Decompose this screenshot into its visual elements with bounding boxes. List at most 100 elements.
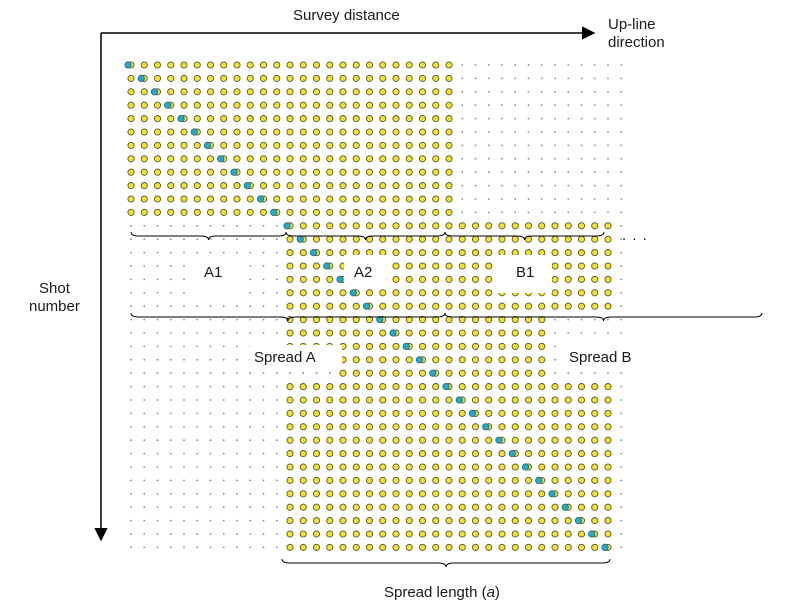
receiver-station-marker <box>418 342 427 350</box>
grid-point <box>130 372 132 375</box>
receiver-station-marker <box>471 423 480 431</box>
grid-point <box>607 64 609 66</box>
receiver-station-marker <box>524 222 533 230</box>
receiver-station-marker <box>458 302 466 310</box>
receiver-station-marker <box>471 356 480 364</box>
receiver-station-marker <box>445 101 453 109</box>
receiver-station-marker <box>577 530 586 538</box>
receiver-station-marker <box>405 262 413 270</box>
grid-point <box>156 466 159 468</box>
receiver-station-marker <box>365 115 374 123</box>
grid-point <box>249 372 252 375</box>
receiver-station-marker <box>167 115 175 123</box>
receiver-station-marker <box>299 517 307 525</box>
grid-point <box>620 291 623 294</box>
receiver-station-marker <box>445 517 453 525</box>
receiver-station-marker <box>418 262 427 270</box>
receiver-station-marker <box>379 329 387 337</box>
grid-point <box>461 64 464 66</box>
receiver-station-marker <box>418 61 427 69</box>
grid-point <box>262 492 265 495</box>
receiver-station-marker <box>352 476 360 484</box>
receiver-station-marker <box>365 61 374 69</box>
receiver-station-marker <box>206 208 215 216</box>
grid-point <box>156 358 159 361</box>
grid-point <box>209 492 212 495</box>
receiver-station-marker <box>405 74 413 82</box>
receiver-station-marker <box>498 356 506 364</box>
grid-point <box>222 439 225 442</box>
receiver-station-marker <box>326 396 334 404</box>
receiver-station-marker <box>458 490 466 498</box>
receiver-station-marker <box>326 450 334 458</box>
receiver-station-marker <box>591 262 599 270</box>
grid-point <box>580 332 583 334</box>
receiver-station-marker <box>418 450 427 458</box>
receiver-station-marker <box>564 302 572 310</box>
grid-point <box>143 479 146 482</box>
label-a1-backdrop <box>186 254 246 294</box>
shot-point-marker <box>270 208 278 216</box>
receiver-station-marker <box>418 128 427 136</box>
grid-point <box>275 492 278 495</box>
receiver-station-marker <box>485 517 493 525</box>
shot-point-marker <box>243 182 251 190</box>
grid-point <box>275 519 278 522</box>
grid-point <box>222 251 225 254</box>
grid-point <box>222 425 225 428</box>
grid-point <box>275 479 278 482</box>
receiver-station-marker <box>524 517 533 525</box>
shot-point-marker <box>124 61 132 69</box>
receiver-station-marker <box>206 168 215 176</box>
grid-point <box>554 104 556 107</box>
receiver-station-marker <box>551 517 559 525</box>
receiver-station-marker <box>538 356 546 364</box>
grid-point <box>567 318 570 321</box>
grid-point <box>620 372 623 375</box>
grid-point <box>169 425 172 428</box>
grid-point <box>262 332 265 334</box>
receiver-station-marker <box>511 463 519 471</box>
receiver-station-marker <box>498 329 506 337</box>
grid-point <box>156 238 159 241</box>
receiver-station-marker <box>577 543 586 551</box>
receiver-station-marker <box>551 222 559 230</box>
shot-point-marker <box>521 463 530 471</box>
grid-point <box>567 90 570 93</box>
receiver-station-marker <box>577 503 586 511</box>
grid-point <box>156 265 159 267</box>
grid-point <box>620 425 623 428</box>
receiver-station-marker <box>153 168 162 176</box>
grid-point <box>130 546 132 549</box>
shot-point-marker <box>389 329 397 337</box>
grid-point <box>554 198 556 200</box>
grid-point <box>554 184 556 187</box>
grid-point <box>262 452 265 455</box>
receiver-station-marker <box>498 503 506 511</box>
grid-point <box>156 452 159 455</box>
receiver-station-marker <box>312 195 321 203</box>
receiver-station-marker <box>140 182 148 190</box>
receiver-station-marker <box>206 128 215 136</box>
receiver-station-marker <box>286 88 294 96</box>
receiver-station-marker <box>326 195 334 203</box>
receiver-station-marker <box>445 530 453 538</box>
grid-point <box>169 466 172 468</box>
receiver-station-marker <box>445 128 453 136</box>
receiver-station-marker <box>471 476 480 484</box>
grid-point <box>196 385 199 388</box>
receiver-station-marker <box>392 436 400 444</box>
grid-point <box>620 519 623 522</box>
receiver-station-marker <box>379 155 387 163</box>
receiver-station-marker <box>206 155 215 163</box>
receiver-station-marker <box>299 182 307 190</box>
grid-point <box>567 211 570 214</box>
receiver-station-marker <box>352 302 360 310</box>
receiver-station-marker <box>485 383 493 391</box>
receiver-station-marker <box>326 423 334 431</box>
receiver-station-marker <box>498 543 506 551</box>
receiver-station-marker <box>485 356 493 364</box>
grid-point <box>130 479 132 482</box>
receiver-station-marker <box>259 128 268 136</box>
grid-point <box>620 533 623 535</box>
